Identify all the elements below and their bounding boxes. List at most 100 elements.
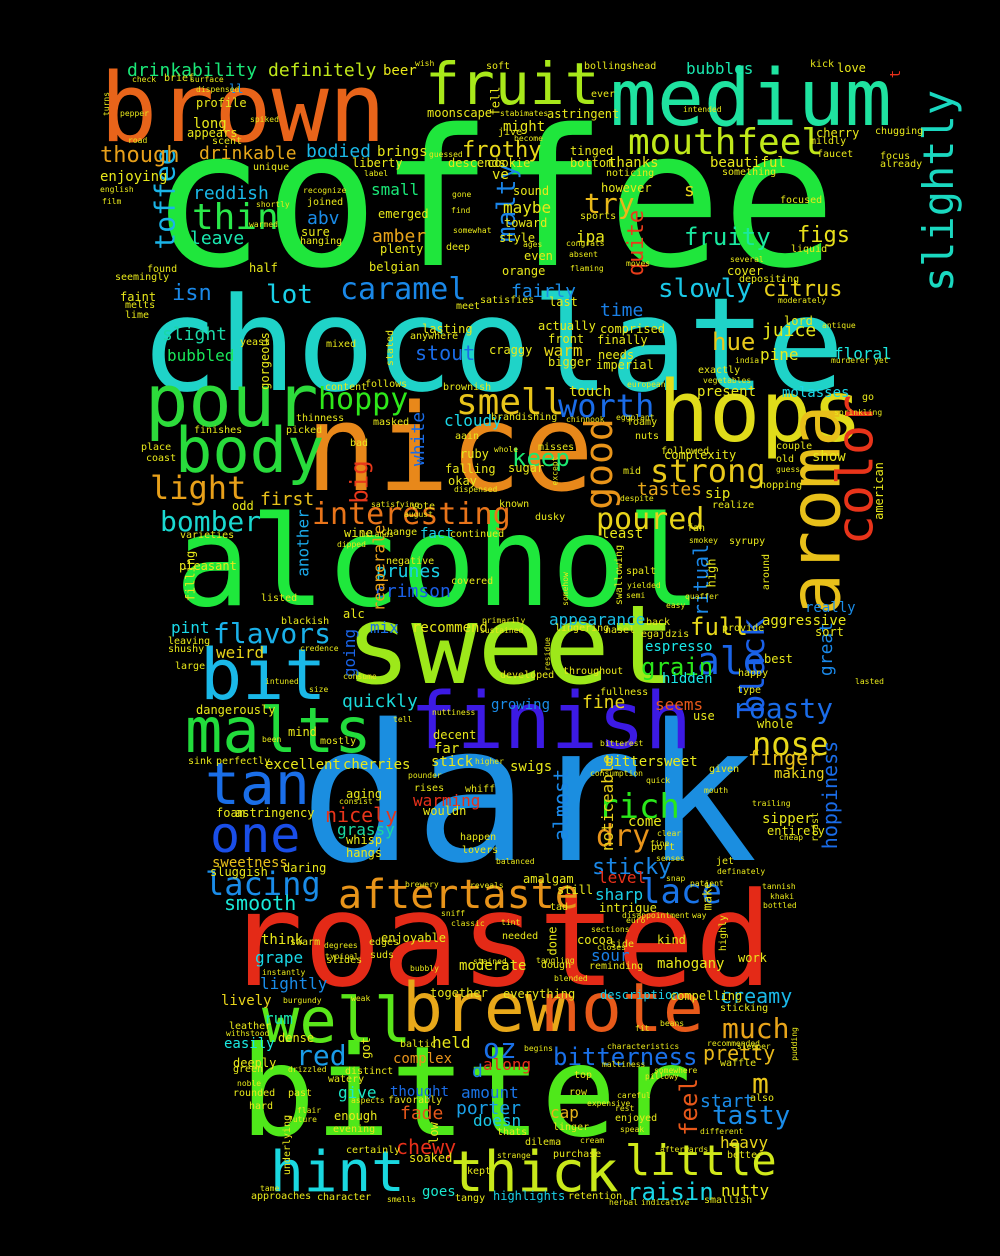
word-work: work [738, 951, 767, 965]
word-recommend: recommend [412, 620, 488, 636]
word-definately: definately [717, 867, 766, 876]
word-nice: nice [305, 380, 594, 519]
word-fact: fact [420, 526, 454, 542]
word-got: got [358, 1037, 373, 1059]
word-deeply: deeply [233, 1056, 277, 1070]
word-astringent: astringent [547, 107, 620, 121]
word-provide: provide [722, 623, 765, 634]
word-brewery: brewery [405, 880, 439, 889]
word-liquid: liquid [791, 244, 828, 255]
word-wouldn: wouldn [423, 804, 467, 818]
word-back: back [646, 617, 671, 628]
word-despite: despite [620, 494, 654, 503]
word-feel: feel [674, 1078, 703, 1136]
word-fit: fit [635, 1024, 650, 1033]
word-consumption: consumption [590, 769, 643, 778]
word-beautiful: beautiful [710, 155, 786, 171]
word-isn: isn [172, 281, 212, 306]
word-english: english [100, 185, 134, 194]
word-rest: rest [615, 1104, 635, 1113]
word-even: even [524, 249, 553, 263]
word-lingering: lingering [555, 623, 610, 634]
word-find: find [451, 206, 471, 215]
word-lord: lord [784, 314, 813, 328]
word-maybe: maybe [503, 198, 552, 217]
word-noticing: noticing [606, 168, 655, 179]
word-moonscape: moonscape [427, 106, 493, 120]
word-bottled: bottled [763, 901, 797, 910]
word-smell: smell [456, 382, 565, 423]
word-sticking: sticking [720, 1003, 769, 1014]
word-trailing: trailing [752, 799, 791, 808]
word-bottom: bottom [570, 156, 614, 170]
word-front: front [548, 332, 585, 346]
word-good: good [576, 418, 621, 510]
word-sip: sip [705, 486, 731, 502]
word-retention: retention [568, 1191, 623, 1202]
word-better: better [727, 1150, 764, 1161]
word-speak: speak [620, 1125, 645, 1134]
word-show: show [812, 449, 846, 465]
word-craggy: craggy [489, 343, 533, 357]
word-mildly: mildly [810, 136, 847, 147]
word-already: already [880, 159, 923, 170]
word-underlying: underlying [282, 1114, 294, 1176]
word-start: start [700, 1091, 755, 1112]
word-mind: mind [288, 725, 317, 739]
word-tinged: tinged [570, 144, 614, 158]
word-white: white [408, 411, 430, 467]
word-oz: oz [483, 1032, 517, 1065]
word-intuned: intuned [265, 677, 299, 686]
word-happy: happy [738, 668, 769, 679]
word-time: time [600, 300, 644, 321]
word-low: low [426, 1122, 441, 1144]
word-india: india [735, 356, 760, 365]
word-one: one [210, 806, 301, 864]
word-characteristics: characteristics [607, 1042, 680, 1051]
word-slowly: slowly [658, 274, 752, 304]
word-bittersweet: bittersweet [605, 754, 698, 770]
word-figs: figs [797, 223, 850, 248]
word-swarm: swarm [290, 937, 321, 948]
word-brown: brown [100, 54, 386, 164]
word-alcohol: alcohol [175, 490, 702, 635]
word-sugar: sugar [508, 461, 545, 475]
word-fruit: fruit [425, 50, 600, 118]
word-sustained: sustained [480, 626, 524, 635]
word-sort: sort [815, 625, 844, 639]
word-lasted: lasted [855, 677, 884, 686]
word-hue: hue [712, 328, 756, 356]
word-blackish: blackish [281, 616, 330, 627]
word-maltiness: maltiness [602, 1060, 646, 1069]
word-bad: bad [350, 438, 369, 449]
word-depositing: depositing [739, 274, 800, 285]
word-road: road [128, 136, 148, 145]
word-strange: strange [497, 1151, 531, 1160]
word-whole: whole [494, 445, 519, 454]
word-keep: keep [512, 444, 570, 472]
word-thick: thick [450, 1140, 619, 1205]
word-happen: happen [460, 832, 497, 843]
word-thanks: thanks [608, 155, 659, 171]
word-excellent: excellent [265, 757, 341, 773]
word-kept: kept [467, 1166, 492, 1177]
word-dispensed: dispensed [196, 85, 240, 94]
word-falling: falling [445, 462, 496, 476]
word-absent: absent [569, 250, 598, 259]
word-mid: mid [623, 466, 642, 477]
word-disappointment: disappointment [622, 911, 690, 920]
word-quickly: quickly [342, 691, 418, 712]
word-whiff: whiff [465, 784, 496, 795]
word-almost: almost [549, 768, 574, 842]
word-roast: roast [810, 811, 822, 843]
word-label: label [364, 169, 389, 178]
word-sports: sports [580, 211, 617, 222]
word-size: size [309, 685, 329, 694]
word-use: use [693, 709, 715, 723]
word-creamy: creamy [720, 984, 793, 1008]
word-future: future [288, 1115, 317, 1124]
word-bitter: bitter [240, 1020, 692, 1165]
word-mahogany: mahogany [657, 956, 725, 972]
word-noble: noble [237, 1079, 262, 1088]
word-syrupy: syrupy [729, 536, 766, 547]
